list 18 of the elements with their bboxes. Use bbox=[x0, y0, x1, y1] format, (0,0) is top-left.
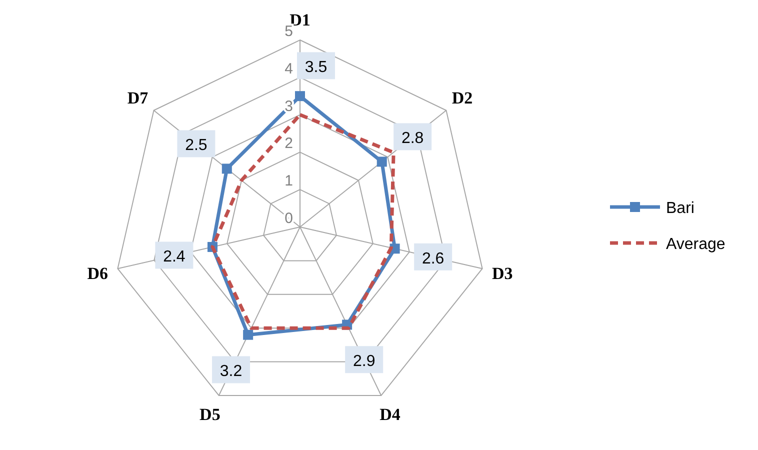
data-label: 2.5 bbox=[185, 137, 208, 154]
data-label: 3.5 bbox=[304, 59, 328, 76]
spoke-label: D5 bbox=[200, 405, 220, 424]
spoke-label: D2 bbox=[452, 88, 473, 108]
spoke-label: D3 bbox=[492, 264, 513, 284]
y-tick-label: 2 bbox=[284, 135, 293, 152]
spoke-label: D4 bbox=[380, 405, 401, 424]
spoke-label: D7 bbox=[127, 88, 149, 108]
data-label: 2.4 bbox=[163, 248, 186, 266]
data-label: 2.6 bbox=[422, 250, 444, 268]
legend-label: Bari bbox=[666, 200, 694, 217]
legend-label: Average bbox=[666, 236, 726, 253]
data-label: 3.2 bbox=[220, 363, 242, 380]
spoke-label: D6 bbox=[87, 264, 108, 284]
y-tick-label: 1 bbox=[284, 172, 293, 190]
y-tick-label: 4 bbox=[284, 60, 293, 78]
data-label: 2.9 bbox=[352, 353, 376, 370]
data-label: 2.8 bbox=[401, 130, 424, 148]
